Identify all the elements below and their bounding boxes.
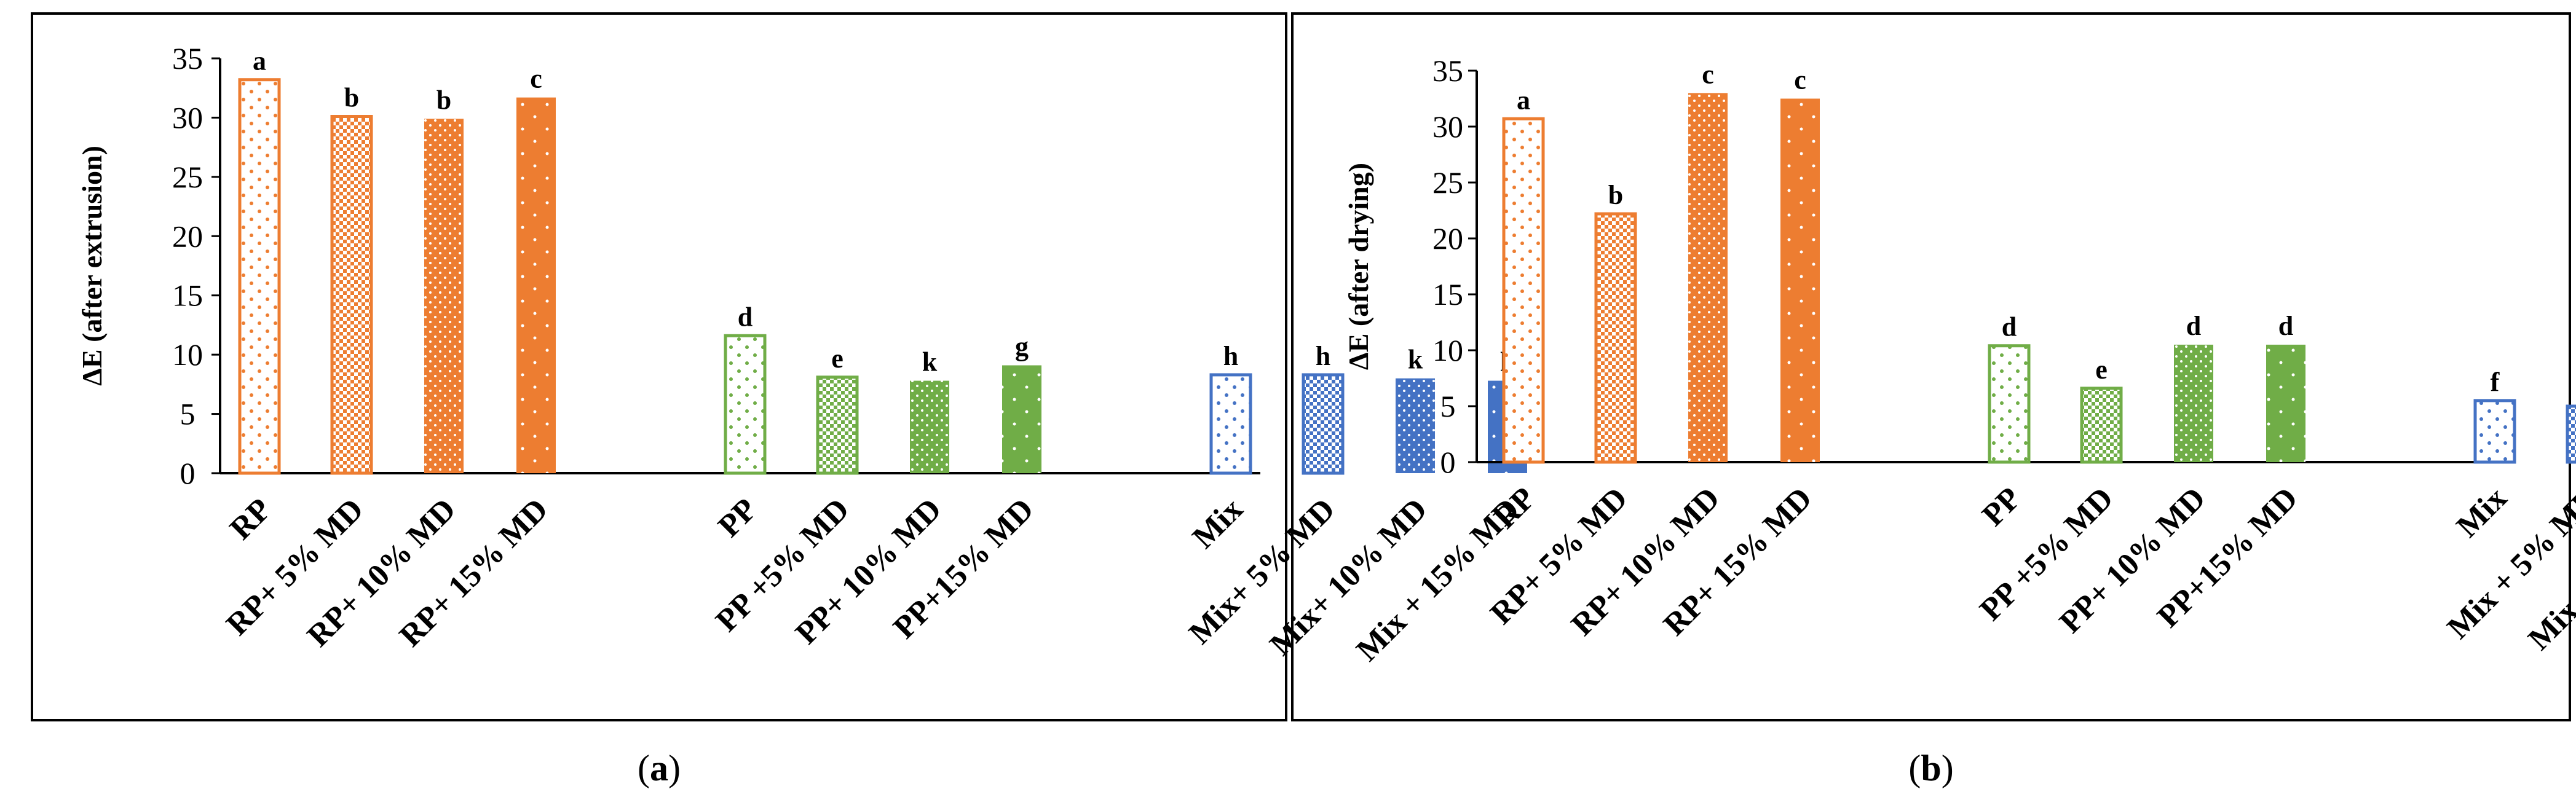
significance-letter: e	[831, 344, 844, 374]
bar	[1988, 344, 2031, 464]
bar	[2473, 399, 2516, 464]
panel-a-caption: (a)	[638, 748, 681, 788]
panel-b-caption: (b)	[1908, 748, 1953, 788]
significance-letter: a	[1517, 85, 1530, 115]
x-tick-label: Mix+ 10% MD	[1263, 492, 1434, 662]
y-tick-label: 15	[172, 278, 203, 313]
y-tick-label: 35	[172, 41, 203, 76]
bar	[2080, 387, 2123, 464]
y-tick-label: 30	[172, 100, 203, 135]
y-tick-label: 5	[180, 397, 196, 431]
bar	[238, 78, 281, 475]
bar	[2266, 344, 2305, 462]
significance-letter: e	[2095, 355, 2108, 385]
y-axis-title: ΔE (after extrusion)	[76, 146, 108, 386]
y-tick-label: 25	[172, 160, 203, 194]
y-tick-label: 30	[1432, 109, 1463, 144]
x-tick-label: PP	[711, 492, 764, 544]
bar	[1002, 365, 1041, 473]
significance-letter: b	[1608, 180, 1623, 210]
panel-b-frame	[1291, 12, 2571, 721]
significance-letter: a	[253, 46, 266, 76]
y-tick-label: 10	[1432, 333, 1463, 367]
y-tick-label: 5	[1440, 389, 1456, 423]
x-tick-label: PP	[1975, 481, 2028, 533]
y-tick-label: 10	[172, 337, 203, 372]
panel-a-label: a	[650, 748, 668, 788]
significance-letter: d	[738, 302, 753, 332]
bar	[1302, 373, 1345, 475]
bar	[516, 97, 556, 474]
significance-letter: g	[1015, 332, 1029, 362]
panel-b-label: b	[1921, 748, 1941, 788]
bar	[816, 375, 859, 475]
significance-letter: c	[1702, 59, 1714, 89]
bar	[1780, 98, 1820, 462]
bar	[424, 119, 464, 473]
y-tick-label: 0	[180, 456, 196, 490]
significance-letter: d	[2186, 311, 2201, 341]
panel-a-frame	[31, 12, 1287, 721]
significance-letter: k	[1408, 345, 1423, 375]
significance-letter: c	[1794, 65, 1806, 95]
significance-letter: b	[437, 85, 451, 115]
y-tick-label: 20	[1432, 221, 1463, 256]
x-tick-label: Mix	[1186, 492, 1250, 556]
bar	[2566, 404, 2576, 464]
significance-letter: k	[922, 347, 938, 377]
x-tick-label: Mix	[2450, 481, 2514, 544]
bar	[910, 380, 949, 473]
significance-letter: b	[344, 83, 359, 113]
y-tick-label: 25	[1432, 165, 1463, 200]
x-tick-label: RP	[223, 492, 278, 546]
y-tick-label: 15	[1432, 277, 1463, 312]
bar	[2174, 344, 2213, 462]
bar	[724, 334, 767, 475]
significance-letter: d	[2002, 312, 2017, 342]
y-axis-title: ΔE (after drying)	[1343, 163, 1374, 370]
bar	[1594, 212, 1637, 464]
bar	[1209, 373, 1252, 475]
y-tick-label: 0	[1440, 445, 1456, 479]
significance-letter: f	[2491, 367, 2500, 397]
bar	[330, 115, 373, 475]
significance-letter: h	[1316, 341, 1330, 371]
bar	[1502, 117, 1545, 464]
significance-letter: c	[530, 64, 542, 94]
significance-letter: h	[1223, 341, 1238, 371]
bar	[1396, 378, 1435, 473]
significance-letter: d	[2278, 311, 2293, 341]
y-tick-label: 35	[1432, 53, 1463, 88]
bar	[1688, 93, 1728, 462]
y-tick-label: 20	[172, 219, 203, 253]
